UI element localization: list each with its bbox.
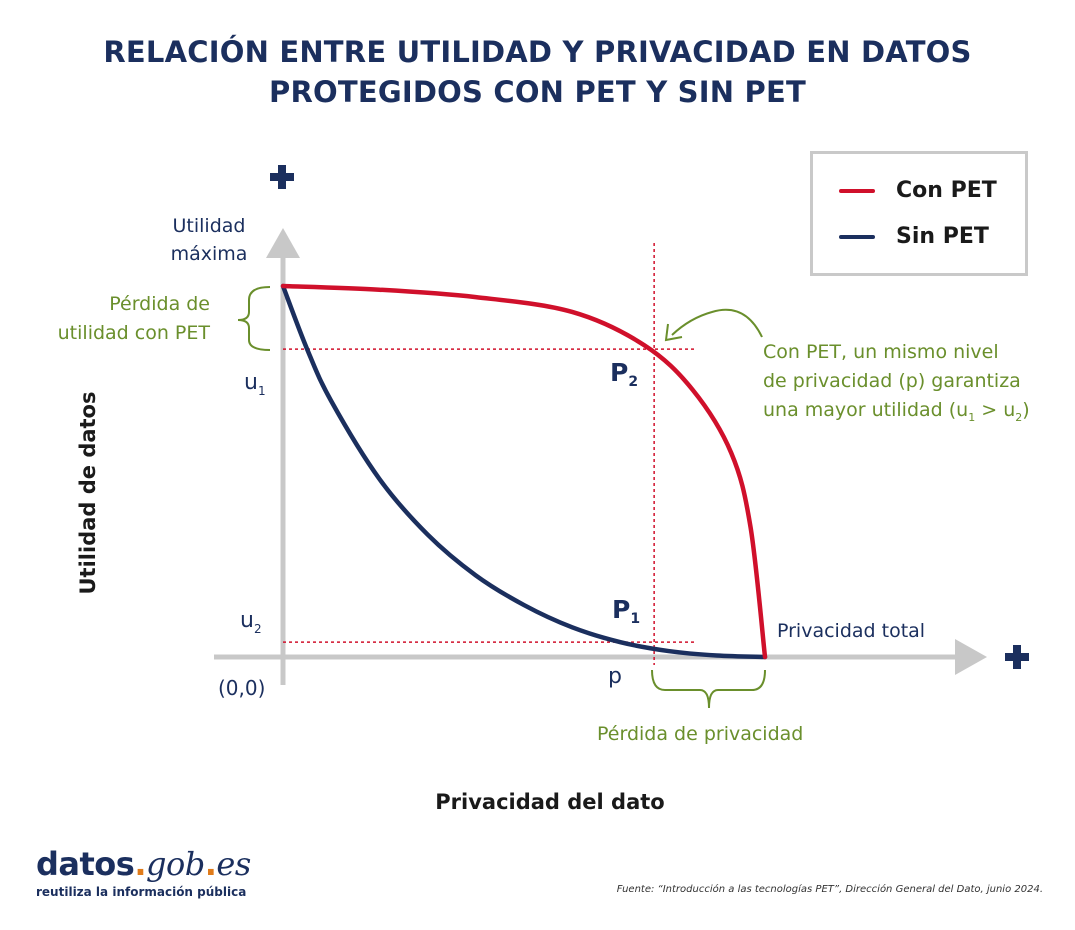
note-sub-2: 2: [1015, 410, 1023, 424]
point-p1-label: P1: [612, 595, 640, 627]
u2-letter: u: [240, 608, 254, 633]
series-con-pet-line: [280, 283, 768, 660]
point-p1-letter: P: [612, 595, 631, 624]
logo-dot-2: .: [204, 845, 217, 883]
note-line-3-mid: > u: [975, 399, 1016, 421]
note-arrow-curve: [671, 308, 763, 338]
note-line-1: Con PET, un mismo nivel: [763, 341, 999, 363]
datos-gob-logo[interactable]: datos.gob.es reutiliza la información pú…: [36, 845, 251, 899]
note-line-3-end: ): [1022, 399, 1030, 421]
legend-swatch-sin-pet: [839, 234, 875, 239]
u2-sub: 2: [253, 622, 262, 636]
origin-label: (0,0): [218, 676, 266, 700]
series-lines: [280, 283, 768, 660]
title-line-1: RELACIÓN ENTRE UTILIDAD Y PRIVACIDAD EN …: [103, 35, 972, 69]
y-axis-plus-icon-h: [270, 173, 294, 181]
legend-item-sin-pet: Sin PET: [839, 224, 989, 249]
y-axis-plus-icon: [270, 165, 294, 189]
note-sub-1: 1: [968, 410, 976, 424]
note-line-3: una mayor utilidad (u1 > u2): [763, 396, 1030, 432]
x-max-label: Privacidad total: [777, 620, 926, 642]
annotation-note: Con PET, un mismo nivel de privacidad (p…: [763, 338, 1030, 432]
x-axis-plus-icon: [1005, 645, 1029, 669]
x-axis-arrow: [955, 639, 987, 675]
y-axis-label: Utilidad de datos: [76, 391, 100, 595]
legend: Con PET Sin PET: [810, 151, 1028, 276]
note-arrow-head: [664, 323, 683, 342]
u2-label: u2: [240, 608, 262, 636]
u1-sub: 1: [257, 384, 266, 398]
p-label: p: [608, 664, 622, 689]
utility-loss-label: Pérdida de utilidad con PET: [57, 293, 210, 344]
u1-label: u1: [244, 370, 266, 398]
legend-label-sin-pet: Sin PET: [896, 224, 989, 249]
x-axis-plus-icon-h: [1005, 653, 1029, 661]
source-note: Fuente: “Introducción a las tecnologías …: [616, 884, 1043, 895]
logo-es: es: [216, 845, 251, 883]
legend-item-con-pet: Con PET: [839, 178, 997, 203]
u1-letter: u: [244, 370, 258, 395]
x-axis-label: Privacidad del dato: [435, 790, 665, 814]
annotation-marks: [237, 286, 766, 709]
logo-tagline: reutiliza la información pública: [36, 885, 247, 899]
utility-loss-brace: [237, 286, 271, 351]
point-p2-sub: 2: [628, 374, 639, 390]
point-p2-letter: P: [610, 358, 629, 387]
y-max-label: Utilidad máxima: [170, 215, 248, 265]
point-p2-label: P2: [610, 358, 638, 390]
privacy-loss-label: Pérdida de privacidad: [597, 723, 804, 745]
y-axis-arrow: [266, 228, 300, 258]
logo-wordmark: datos.gob.es: [36, 845, 251, 883]
point-p1-sub: 1: [630, 611, 641, 627]
note-line-2: de privacidad (p) garantiza: [763, 370, 1021, 392]
logo-gob: gob: [145, 845, 205, 883]
privacy-loss-brace: [651, 669, 766, 709]
chart-title: RELACIÓN ENTRE UTILIDAD Y PRIVACIDAD EN …: [0, 32, 1075, 112]
logo-datos: datos: [36, 845, 135, 883]
title-line-2: PROTEGIDOS CON PET Y SIN PET: [269, 75, 806, 109]
series-sin-pet-line: [280, 283, 768, 660]
logo-dot-1: .: [134, 845, 146, 883]
axes: [214, 165, 1029, 685]
note-line-3-prefix: una mayor utilidad (u: [763, 399, 969, 421]
legend-swatch-con-pet: [839, 188, 875, 193]
legend-label-con-pet: Con PET: [896, 178, 997, 203]
